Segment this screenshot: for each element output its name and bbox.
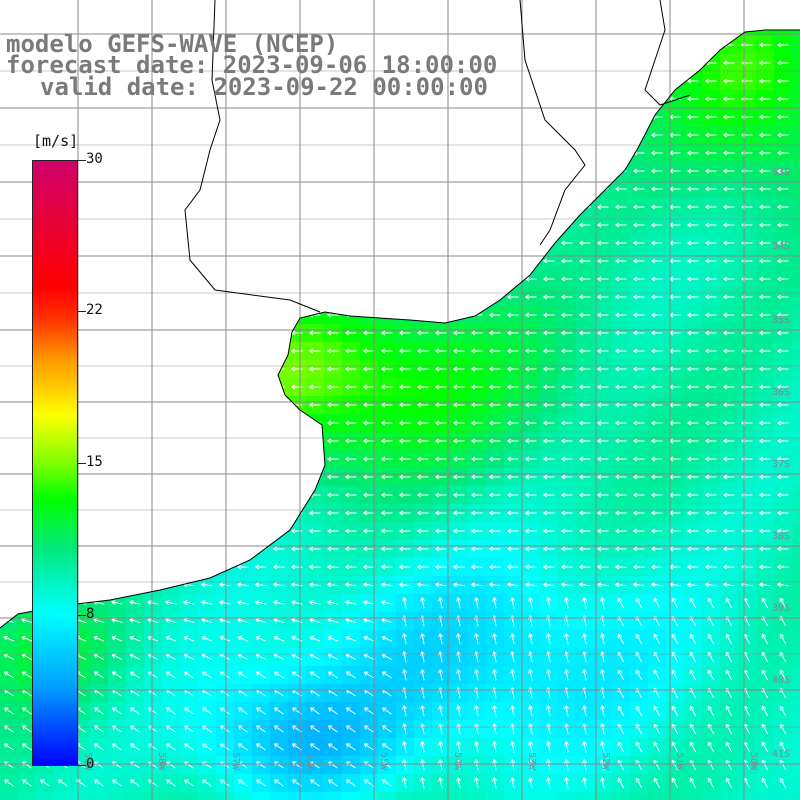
colorbar-tick-15: 15 (86, 454, 103, 470)
latitude-label: 35S (772, 315, 790, 326)
valid-date: valid date: 2023-09-22 00:00:00 (40, 73, 488, 101)
longitude-label: 58W (156, 752, 167, 771)
longitude-label: 57W (230, 752, 241, 771)
latitude-label: 41S (772, 749, 790, 760)
colorbar-tick-22: 22 (86, 302, 103, 318)
colorbar-unit: [m/s] (33, 132, 79, 150)
coastline (0, 29, 800, 629)
lagoon-border (644, 0, 691, 106)
longitude-label: 50W (748, 752, 759, 771)
colorbar-tickmark (78, 615, 86, 616)
longitude-label: 54W (452, 752, 463, 771)
colorbar-tickmark (78, 311, 86, 312)
colorbar-tick-30: 30 (86, 151, 103, 167)
lagoon-border (519, 0, 586, 246)
longitude-label: 53W (526, 752, 537, 771)
latitude-label: 38S (772, 531, 790, 542)
longitude-label: 52W (600, 752, 611, 771)
longitude-label: 56W (304, 752, 315, 771)
latitude-label: 40S (772, 675, 790, 686)
colorbar-tickmark (78, 765, 86, 766)
colorbar-tick-8: 8 (86, 606, 95, 622)
longitude-label: 59W (82, 752, 93, 771)
latitude-label: 39S (772, 603, 790, 614)
forecast-date: forecast date: 2023-09-06 18:00:00 (6, 51, 498, 79)
colorbar-tick-0: 0 (86, 756, 95, 772)
latitude-label: 34S (772, 241, 790, 252)
latitude-label: 37S (772, 459, 790, 470)
longitude-label: 55W (378, 752, 389, 771)
country-border (184, 0, 321, 313)
colorbar (32, 160, 78, 766)
colorbar-tickmark (78, 160, 86, 161)
model-title: modelo GEFS-WAVE (NCEP) (6, 30, 339, 58)
latitude-label: 33S (772, 167, 790, 178)
longitude-label: 51W (674, 752, 685, 771)
colorbar-tickmark (78, 463, 86, 464)
latitude-label: 36S (772, 387, 790, 398)
